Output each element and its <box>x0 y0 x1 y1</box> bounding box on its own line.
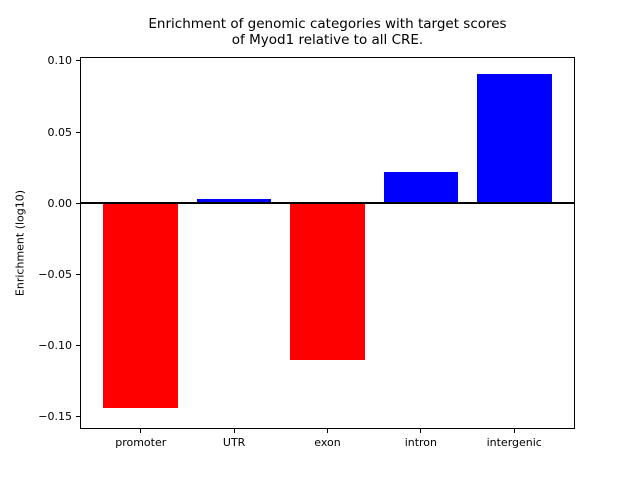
y-tick-mark <box>76 60 80 62</box>
x-tick-label-intergenic: intergenic <box>486 436 542 449</box>
x-tick-label-UTR: UTR <box>222 436 246 449</box>
x-tick-mark <box>420 429 422 433</box>
bar-promoter <box>103 203 179 409</box>
y-tick-label: 0.10 <box>47 54 73 68</box>
x-tick-mark <box>233 429 235 433</box>
y-tick-label: 0.00 <box>47 196 73 210</box>
x-tick-label-exon: exon <box>314 436 341 449</box>
bar-intergenic <box>476 73 552 204</box>
y-tick-mark <box>76 131 80 133</box>
x-tick-mark <box>513 429 515 433</box>
chart-title: Enrichment of genomic categories with ta… <box>80 16 575 48</box>
y-tick-label: 0.05 <box>47 125 73 139</box>
bar-UTR <box>196 198 272 204</box>
x-tick-label-promoter: promoter <box>115 436 167 449</box>
y-tick-label: −0.05 <box>38 267 72 281</box>
y-tick-label: −0.15 <box>38 410 72 424</box>
x-tick-mark <box>140 429 142 433</box>
bar-intron <box>383 171 459 204</box>
zero-line <box>81 202 574 205</box>
y-tick-mark <box>76 202 80 204</box>
chart-title-line1: Enrichment of genomic categories with ta… <box>148 16 507 32</box>
chart-title-line2: of Myod1 relative to all CRE. <box>231 32 424 48</box>
y-tick-mark <box>76 416 80 418</box>
x-tick-mark <box>327 429 328 433</box>
y-tick-mark <box>76 273 80 275</box>
bar-exon <box>290 203 365 360</box>
plot-area: 0.10 0.05 0.00 −0.05 −0.10 −0.15 promoter UTR ex… <box>38 54 575 449</box>
y-tick-label: −0.10 <box>38 338 72 352</box>
y-tick-mark <box>76 344 80 346</box>
x-tick-label-intron: intron <box>404 436 438 449</box>
